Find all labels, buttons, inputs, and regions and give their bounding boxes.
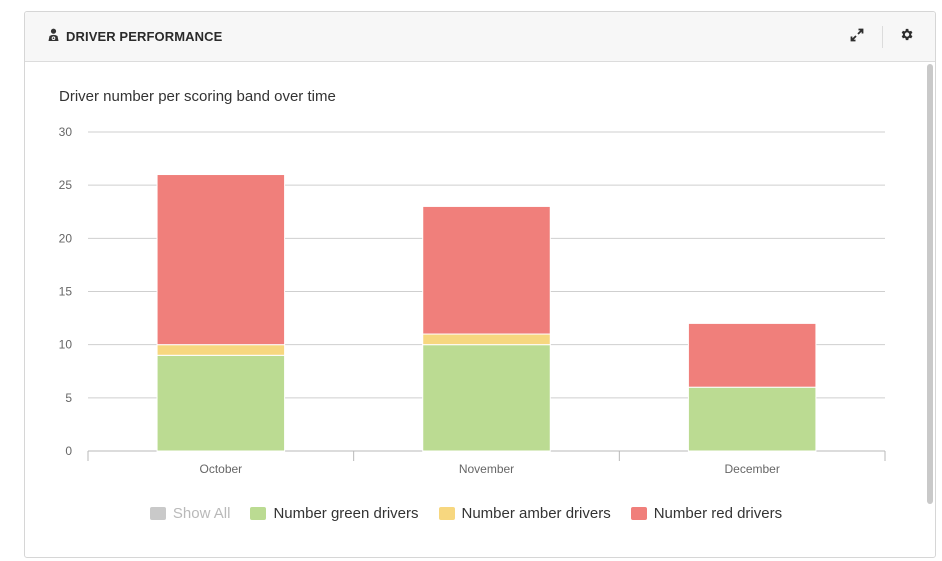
legend-label-green: Number green drivers: [273, 505, 419, 522]
scrollbar[interactable]: [927, 64, 933, 504]
bar-segment: [156, 174, 286, 346]
x-tick-label: October: [199, 462, 242, 476]
y-tick-label: 25: [59, 178, 73, 192]
bar-segment: [687, 386, 817, 452]
bar-segment: [422, 333, 551, 346]
legend-label-show-all: Show All: [172, 505, 231, 522]
settings-button[interactable]: [895, 26, 917, 48]
expand-button[interactable]: [846, 26, 868, 48]
legend-swatch-amber: [438, 507, 455, 520]
chart-title: Driver number per scoring band over time: [59, 88, 336, 105]
x-tick-label: December: [724, 462, 779, 476]
y-tick-label: 30: [59, 125, 73, 139]
bar-segment: [156, 344, 286, 356]
legend-swatch-red: [630, 507, 647, 520]
panel-header: DRIVER PERFORMANCE: [25, 12, 935, 62]
legend-show-all[interactable]: Show All: [149, 505, 231, 522]
y-tick-label: 5: [65, 391, 72, 405]
panel-title: DRIVER PERFORMANCE: [47, 28, 222, 45]
panel-title-text: DRIVER PERFORMANCE: [66, 29, 223, 44]
legend-green[interactable]: Number green drivers: [250, 505, 419, 522]
legend-label-amber: Number amber drivers: [461, 505, 611, 522]
x-tick-label: November: [459, 462, 514, 476]
tool-divider: [882, 26, 883, 48]
y-tick-label: 15: [59, 285, 73, 299]
gear-icon: [899, 27, 914, 47]
legend-red[interactable]: Number red drivers: [630, 505, 783, 522]
bar-segment: [422, 205, 551, 335]
bar-segment: [687, 322, 817, 388]
bar-segment: [156, 354, 286, 452]
legend-swatch-show-all: [149, 507, 166, 520]
stacked-bar-chart: Driver number per scoring band over time…: [59, 88, 886, 476]
y-tick-label: 0: [65, 444, 72, 458]
legend-swatch-green: [250, 507, 267, 520]
chart-legend: Show All Number green drivers Number amb…: [25, 505, 907, 522]
header-tools: [846, 26, 917, 48]
y-tick-label: 10: [59, 338, 73, 352]
driver-performance-panel: DRIVER PERFORMANCE Driver: [24, 11, 936, 558]
bar-segment: [422, 344, 551, 452]
legend-amber[interactable]: Number amber drivers: [438, 505, 611, 522]
legend-label-red: Number red drivers: [653, 505, 783, 522]
expand-icon: [850, 28, 864, 47]
driver-icon: [47, 28, 60, 45]
y-tick-label: 20: [59, 231, 73, 245]
